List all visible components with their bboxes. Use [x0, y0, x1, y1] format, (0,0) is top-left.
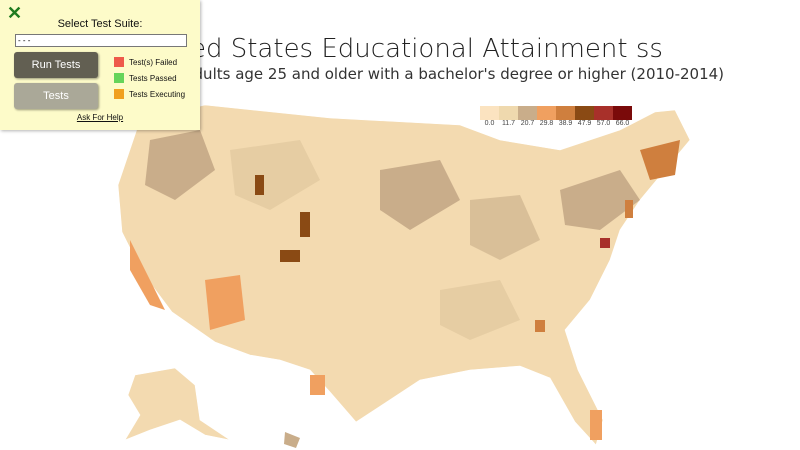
map-alaska [124, 367, 231, 441]
legend-item: 57.0 [594, 106, 613, 127]
map-counties [130, 130, 680, 440]
legend-swatch [575, 106, 594, 120]
map-legend: 0.0 11.7 20.7 29.8 38.9 47.9 57.0 66.0 [480, 106, 632, 127]
legend-item: 29.8 [537, 106, 556, 127]
legend-label: 29.8 [539, 120, 554, 127]
test-suite-select[interactable]: - - - [15, 34, 187, 47]
status-swatch [114, 57, 124, 67]
status-label: Test(s) Failed [129, 57, 178, 67]
legend-label: 38.9 [558, 120, 573, 127]
legend-swatch [518, 106, 537, 120]
status-label: Tests Passed [129, 73, 177, 83]
status-item: Tests Passed [114, 73, 177, 83]
select-label: Select Test Suite: [57, 18, 143, 30]
legend-item: 0.0 [480, 106, 499, 127]
legend-swatch [480, 106, 499, 120]
status-swatch [114, 89, 124, 99]
legend-item: 38.9 [556, 106, 575, 127]
status-label: Tests Executing [129, 89, 186, 99]
chart-subtitle: Percentage of adults age 25 and older wi… [75, 65, 725, 83]
legend-label: 47.9 [577, 120, 592, 127]
legend-item: 20.7 [518, 106, 537, 127]
run-tests-button[interactable]: Run Tests [14, 52, 98, 78]
legend-label: 20.7 [520, 120, 535, 127]
legend-item: 11.7 [499, 106, 518, 127]
legend-swatch [537, 106, 556, 120]
legend-swatch [556, 106, 575, 120]
legend-swatch [594, 106, 613, 120]
tests-button[interactable]: Tests [14, 83, 98, 109]
help-link[interactable]: Ask For Help [76, 113, 124, 122]
legend-label: 0.0 [484, 120, 495, 127]
legend-label: 57.0 [596, 120, 611, 127]
status-item: Test(s) Failed [114, 57, 177, 67]
legend-swatch [613, 106, 632, 120]
status-item: Tests Executing [114, 89, 185, 99]
status-swatch [114, 73, 124, 83]
legend-label: 66.0 [615, 120, 630, 127]
map-hawaii [284, 432, 300, 448]
legend-label: 11.7 [501, 120, 516, 127]
legend-swatch [499, 106, 518, 120]
legend-item: 66.0 [613, 106, 632, 127]
test-panel: ✕ Select Test Suite: - - - Run Tests Tes… [0, 0, 200, 130]
legend-item: 47.9 [575, 106, 594, 127]
chart-title: United States Educational Attainment ss [137, 34, 663, 64]
close-button[interactable]: ✕ [7, 3, 23, 23]
